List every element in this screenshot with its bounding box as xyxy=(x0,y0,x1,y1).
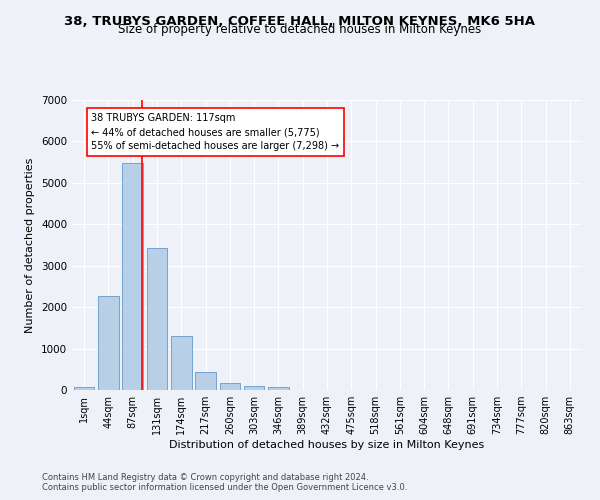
Bar xyxy=(171,336,191,390)
Bar xyxy=(220,383,240,390)
Bar xyxy=(98,296,119,390)
Bar xyxy=(146,248,167,390)
Bar xyxy=(74,387,94,390)
Y-axis label: Number of detached properties: Number of detached properties xyxy=(25,158,35,332)
Text: 38, TRUBYS GARDEN, COFFEE HALL, MILTON KEYNES, MK6 5HA: 38, TRUBYS GARDEN, COFFEE HALL, MILTON K… xyxy=(65,15,536,28)
Bar xyxy=(122,162,143,390)
Bar xyxy=(195,372,216,390)
Text: 38 TRUBYS GARDEN: 117sqm
← 44% of detached houses are smaller (5,775)
55% of sem: 38 TRUBYS GARDEN: 117sqm ← 44% of detach… xyxy=(91,114,340,152)
Bar xyxy=(268,387,289,390)
Bar xyxy=(244,386,265,390)
Text: Size of property relative to detached houses in Milton Keynes: Size of property relative to detached ho… xyxy=(118,22,482,36)
X-axis label: Distribution of detached houses by size in Milton Keynes: Distribution of detached houses by size … xyxy=(169,440,485,450)
Text: Contains HM Land Registry data © Crown copyright and database right 2024.: Contains HM Land Registry data © Crown c… xyxy=(42,474,368,482)
Text: Contains public sector information licensed under the Open Government Licence v3: Contains public sector information licen… xyxy=(42,484,407,492)
